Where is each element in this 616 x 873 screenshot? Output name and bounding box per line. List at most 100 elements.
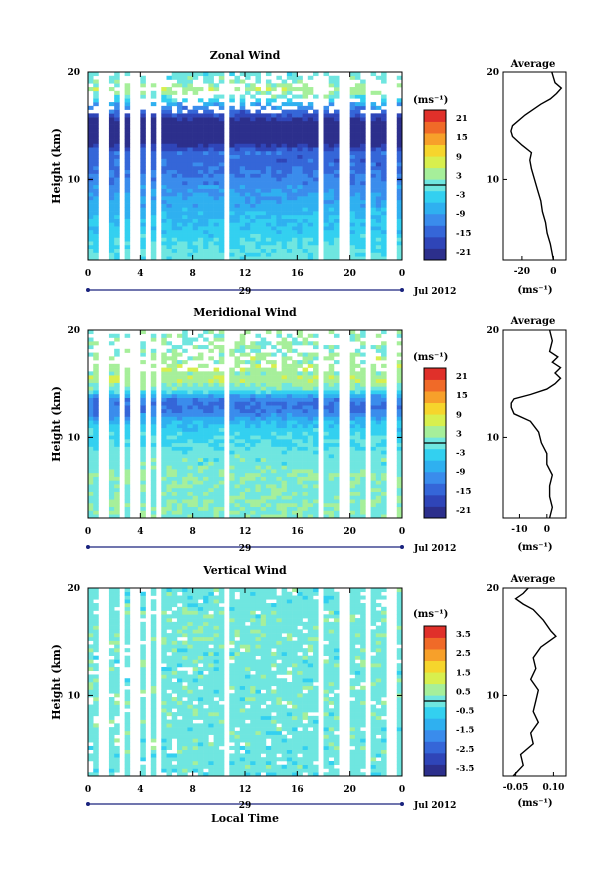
heatmap-cell [297, 461, 303, 466]
heatmap-cell [213, 454, 220, 459]
heatmap-cell [124, 682, 131, 687]
heatmap-cell [396, 506, 403, 511]
heatmap-cell [192, 663, 199, 668]
heatmap-cell [297, 117, 303, 122]
heatmap-cell [234, 382, 241, 387]
heatmap-cell [203, 382, 209, 387]
heatmap-cell [187, 491, 193, 496]
heatmap-cell [360, 90, 366, 95]
heatmap-cell [171, 222, 178, 227]
heatmap-cell [239, 375, 246, 380]
heatmap-cell [229, 495, 235, 500]
heatmap-cell [197, 629, 204, 634]
heatmap-cell [140, 109, 146, 114]
heatmap-cell [187, 591, 193, 596]
heatmap-cell [166, 222, 173, 227]
heatmap-cell [292, 450, 298, 455]
heatmap-cell [354, 102, 361, 107]
heatmap-cell [375, 371, 382, 376]
heatmap-cell [323, 378, 330, 383]
heatmap-cell [292, 177, 298, 182]
heatmap-cell [140, 427, 146, 432]
heatmap-cell [171, 345, 178, 350]
heatmap-cell [192, 214, 199, 219]
heatmap-cell [328, 439, 335, 444]
heatmap-cell [182, 83, 188, 88]
heatmap-cell [292, 173, 298, 178]
heatmap-cell [297, 132, 303, 137]
heatmap-cell [276, 158, 282, 163]
heatmap-cell [323, 502, 330, 508]
heatmap-cell [281, 241, 288, 246]
heatmap-cell [208, 416, 214, 421]
heatmap-cell [187, 674, 193, 679]
heatmap-cell [239, 207, 246, 212]
heatmap-cell [88, 491, 94, 496]
heatmap-cell [124, 610, 131, 615]
heatmap-cell [229, 405, 235, 410]
heatmap-cell [260, 390, 267, 395]
heatmap-cell [349, 196, 356, 201]
heatmap-cell [255, 75, 261, 80]
heatmap-cell [166, 401, 173, 406]
heatmap-cell [292, 241, 298, 246]
meridional-wind-profile-unit: (ms⁻¹) [517, 542, 552, 553]
heatmap-cell [161, 378, 167, 383]
heatmap-cell [239, 188, 246, 193]
heatmap-cell [250, 416, 256, 421]
heatmap-cell [381, 237, 387, 242]
heatmap-cell [218, 124, 225, 129]
heatmap-cell [150, 588, 157, 593]
heatmap-cell [307, 371, 314, 376]
heatmap-cell [349, 102, 356, 107]
heatmap-cell [234, 256, 241, 261]
heatmap-cell [176, 135, 183, 140]
heatmap-cell [333, 491, 340, 496]
heatmap-cell [229, 79, 235, 84]
heatmap-cell [265, 87, 272, 92]
heatmap-cell [108, 629, 115, 634]
heatmap-cell [292, 188, 298, 193]
heatmap-cell [187, 476, 193, 481]
heatmap-cell [93, 341, 99, 346]
heatmap-cell [108, 87, 115, 92]
heatmap-cell [203, 603, 209, 608]
heatmap-cell [360, 248, 366, 253]
heatmap-cell [192, 252, 199, 257]
heatmap-cell [88, 371, 94, 376]
heatmap-cell [271, 181, 277, 186]
heatmap-cell [93, 218, 99, 223]
heatmap-cell [396, 450, 403, 455]
heatmap-cell [124, 689, 131, 694]
heatmap-cell [197, 682, 204, 687]
heatmap-cell [375, 487, 382, 492]
heatmap-cell [265, 480, 272, 485]
heatmap-cell [349, 120, 356, 125]
heatmap-cell [375, 495, 382, 500]
heatmap-cell [124, 401, 131, 406]
heatmap-cell [218, 229, 225, 234]
heatmap-cell [234, 132, 241, 137]
heatmap-cell [187, 514, 193, 519]
heatmap-cell [124, 614, 131, 619]
heatmap-cell [161, 105, 167, 110]
heatmap-cell [187, 229, 193, 234]
heatmap-cell [161, 211, 167, 216]
heatmap-cell [114, 248, 120, 253]
heatmap-cell [234, 427, 241, 432]
heatmap-cell [108, 734, 115, 739]
heatmap-cell [124, 595, 131, 600]
heatmap-cell [124, 678, 131, 683]
heatmap-cell [208, 79, 214, 84]
heatmap-cell [108, 457, 115, 462]
heatmap-cell [166, 367, 173, 372]
heatmap-cell [187, 682, 193, 687]
heatmap-cell [281, 435, 288, 440]
heatmap-cell [297, 169, 303, 174]
heatmap-cell [381, 128, 387, 133]
heatmap-cell [381, 439, 387, 444]
heatmap-cell [176, 192, 183, 197]
heatmap-cell [124, 439, 131, 444]
x-tick-label: 4 [137, 269, 143, 279]
heatmap-cell [234, 502, 241, 508]
